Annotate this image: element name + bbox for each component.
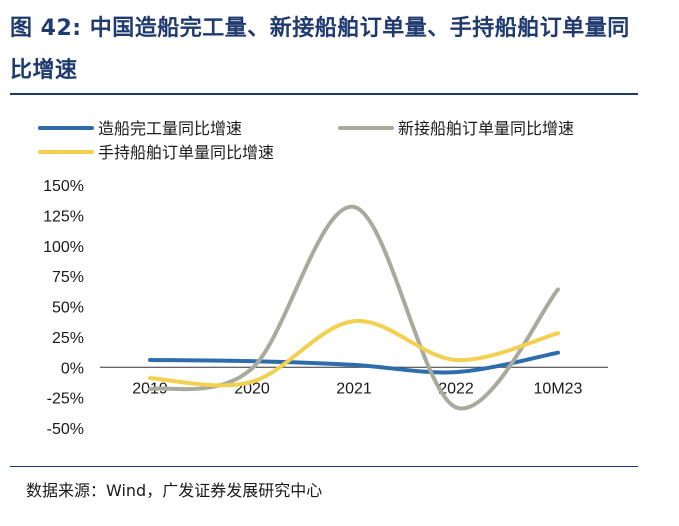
y-tick-label: -50% [47, 421, 84, 438]
legend-label: 造船完工量同比增速 [98, 120, 242, 138]
y-tick-label: 25% [52, 330, 84, 347]
y-tick-label: 75% [52, 269, 84, 286]
x-tick-label: 2021 [336, 380, 372, 397]
chart-series [148, 204, 560, 411]
y-axis: -50% -25% 0% 25% 50% 75% 100% 125% 150% [43, 178, 84, 438]
legend-label: 新接船舶订单量同比增速 [398, 120, 574, 138]
series-line [148, 319, 560, 388]
y-tick-label: 150% [43, 178, 84, 195]
source-divider [10, 466, 638, 467]
y-tick-label: -25% [47, 391, 84, 408]
x-tick-label: 2022 [438, 380, 474, 397]
legend-label: 手持船舶订单量同比增速 [98, 144, 274, 162]
y-tick-label: 0% [61, 360, 84, 377]
figure-title: 图 42: 中国造船完工量、新接船舶订单量、手持船舶订单量同比增速 [10, 16, 630, 83]
y-tick-label: 50% [52, 300, 84, 317]
y-tick-label: 125% [43, 208, 84, 225]
x-tick-label: 10M23 [534, 380, 583, 397]
series-line [148, 350, 560, 375]
y-tick-label: 100% [43, 239, 84, 256]
source-note: 数据来源：Wind，广发证券发展研究中心 [26, 481, 323, 500]
title-divider [10, 93, 638, 95]
series-line [148, 204, 560, 411]
